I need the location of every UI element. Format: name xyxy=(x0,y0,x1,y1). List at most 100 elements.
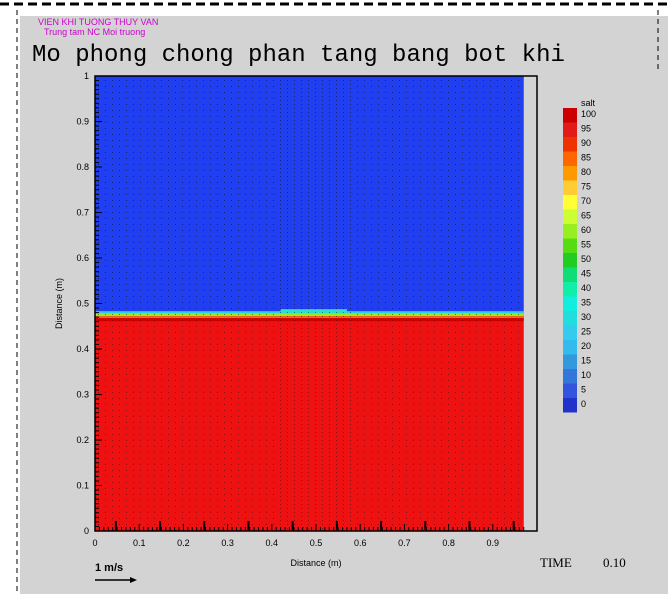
vector-mark xyxy=(343,408,344,409)
vector-mark xyxy=(350,92,351,93)
vector-mark xyxy=(182,344,183,345)
vector-mark xyxy=(196,356,197,357)
vector-mark xyxy=(322,384,323,385)
vector-mark xyxy=(420,512,421,513)
vector-mark xyxy=(301,288,302,289)
vector-mark xyxy=(476,440,477,441)
vector-mark xyxy=(462,392,463,393)
vector-mark xyxy=(105,404,106,405)
vector-mark xyxy=(301,396,302,397)
vector-mark xyxy=(490,398,491,399)
vector-mark xyxy=(420,152,421,153)
vector-mark xyxy=(448,272,449,273)
vector-mark xyxy=(196,470,197,471)
vector-mark xyxy=(315,328,316,329)
vector-mark xyxy=(511,122,512,123)
vector-mark xyxy=(140,158,141,159)
vector-mark xyxy=(231,302,232,303)
vector-mark xyxy=(231,398,232,399)
vector-mark xyxy=(441,200,442,201)
vector-mark xyxy=(434,200,435,201)
vector-mark xyxy=(287,128,288,129)
vector-mark xyxy=(329,152,330,153)
vector-mark xyxy=(224,218,225,219)
vector-mark xyxy=(266,290,267,291)
vector-mark xyxy=(301,440,302,441)
vector-mark xyxy=(133,380,134,381)
vector-mark xyxy=(217,272,218,273)
vector-mark xyxy=(280,420,281,421)
vector-mark xyxy=(196,152,197,153)
vector-mark xyxy=(189,386,190,387)
vector-mark xyxy=(119,152,120,153)
vector-mark xyxy=(336,160,337,161)
vector-mark xyxy=(294,216,295,217)
vector-mark xyxy=(518,92,519,93)
vector-mark xyxy=(259,350,260,351)
vector-mark xyxy=(322,440,323,441)
vector-mark xyxy=(259,104,260,105)
vector-mark xyxy=(406,152,407,153)
vector-mark xyxy=(217,446,218,447)
vector-mark xyxy=(203,110,204,111)
vector-mark xyxy=(301,512,302,513)
vector-mark xyxy=(259,212,260,213)
vector-mark xyxy=(112,416,113,417)
vector-mark xyxy=(105,98,106,99)
vector-mark xyxy=(231,182,232,183)
vector-mark xyxy=(147,206,148,207)
vector-mark xyxy=(476,446,477,447)
vector-mark xyxy=(147,266,148,267)
vector-mark xyxy=(483,308,484,309)
vector-mark xyxy=(280,88,281,89)
vector-mark xyxy=(168,398,169,399)
vector-mark xyxy=(203,452,204,453)
vector-mark xyxy=(476,362,477,363)
vector-mark xyxy=(385,374,386,375)
vector-mark xyxy=(189,134,190,135)
vector-mark xyxy=(322,408,323,409)
vector-mark xyxy=(420,176,421,177)
vector-mark xyxy=(238,470,239,471)
vector-mark xyxy=(490,122,491,123)
vector-mark xyxy=(434,308,435,309)
vector-mark xyxy=(287,508,288,509)
vector-mark xyxy=(329,184,330,185)
vector-mark xyxy=(322,228,323,229)
vector-mark xyxy=(182,392,183,393)
vector-mark xyxy=(140,272,141,273)
vector-mark xyxy=(427,152,428,153)
vector-mark xyxy=(280,80,281,81)
vector-mark xyxy=(168,104,169,105)
vector-mark xyxy=(147,248,148,249)
vector-mark xyxy=(441,134,442,135)
vector-mark xyxy=(441,476,442,477)
vector-mark xyxy=(315,164,316,165)
vector-mark xyxy=(140,248,141,249)
vector-mark xyxy=(455,224,456,225)
vector-mark xyxy=(280,264,281,265)
vector-mark xyxy=(301,312,302,313)
vector-mark xyxy=(343,176,344,177)
vector-mark xyxy=(308,272,309,273)
vector-mark xyxy=(476,326,477,327)
vector-mark xyxy=(497,158,498,159)
vector-mark xyxy=(434,212,435,213)
vector-mark xyxy=(392,200,393,201)
vector-mark xyxy=(378,506,379,507)
vector-mark xyxy=(490,242,491,243)
vector-mark xyxy=(427,398,428,399)
vector-mark xyxy=(238,326,239,327)
vector-mark xyxy=(231,212,232,213)
vector-mark xyxy=(350,152,351,153)
vector-mark xyxy=(392,224,393,225)
vector-mark xyxy=(280,284,281,285)
vector-mark xyxy=(280,192,281,193)
vector-mark xyxy=(399,236,400,237)
vector-mark xyxy=(252,164,253,165)
vector-mark xyxy=(427,488,428,489)
vector-mark xyxy=(343,236,344,237)
vector-mark xyxy=(385,434,386,435)
vector-mark xyxy=(322,264,323,265)
vector-mark xyxy=(434,440,435,441)
